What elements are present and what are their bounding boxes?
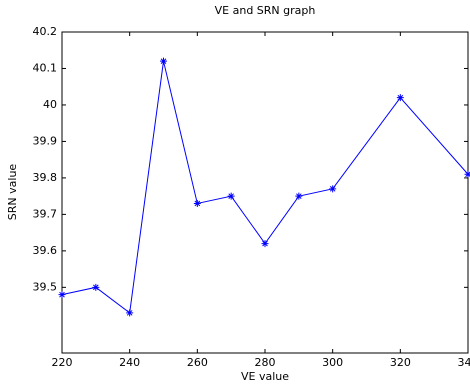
x-tick-label: 260 (187, 356, 208, 369)
point-marker (58, 291, 66, 299)
point-marker (295, 192, 303, 200)
point-marker (464, 170, 470, 178)
x-tick-label: 280 (255, 356, 276, 369)
y-tick-label: 40.2 (33, 25, 58, 38)
point-marker (227, 192, 235, 200)
chart-title: VE and SRN graph (215, 4, 316, 17)
x-tick-label: 320 (390, 356, 411, 369)
point-marker (92, 283, 100, 291)
x-tick-label: 240 (119, 356, 140, 369)
y-tick-label: 39.8 (33, 171, 58, 184)
point-marker (261, 240, 269, 248)
point-marker (329, 185, 337, 193)
point-marker (193, 199, 201, 207)
y-tick-label: 39.6 (33, 244, 58, 257)
y-tick-label: 40 (43, 98, 57, 111)
y-tick-label: 39.5 (33, 280, 58, 293)
y-tick-label: 40.1 (33, 61, 58, 74)
y-axis-label: SRN value (6, 164, 19, 221)
point-marker (396, 94, 404, 102)
y-tick-label: 39.9 (33, 134, 58, 147)
y-tick-label: 39.7 (33, 207, 58, 220)
x-tick-label: 300 (322, 356, 343, 369)
x-axis-label: VE value (241, 370, 289, 383)
x-tick-label: 340 (458, 356, 470, 369)
x-tick-label: 220 (52, 356, 73, 369)
point-marker (126, 309, 134, 317)
point-marker (160, 57, 167, 65)
